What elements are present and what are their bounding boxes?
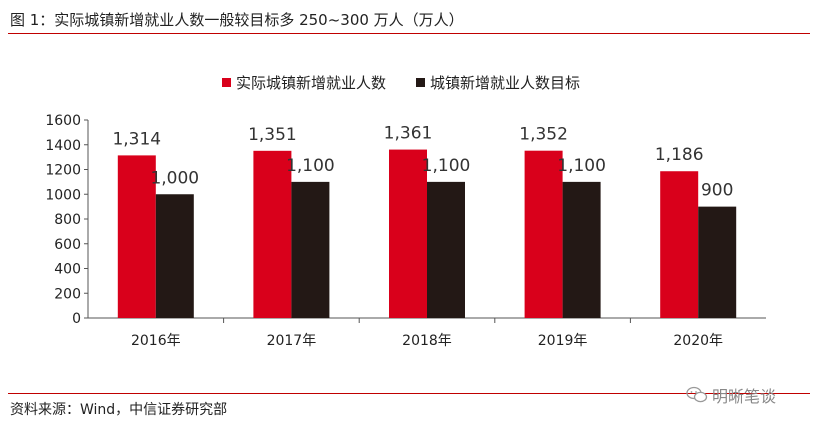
top-divider [8,33,810,34]
bar-target [155,194,194,318]
bar-target [562,181,601,318]
y-tick-label: 200 [54,286,81,302]
data-label: 1,361 [384,124,433,144]
data-label: 1,186 [655,145,704,165]
y-tick-label: 1200 [45,163,81,179]
wechat-icon [686,386,708,403]
bar-actual [524,150,563,318]
legend-swatch-2 [416,78,425,87]
x-tick-label: 2019年 [538,333,588,349]
data-label: 1,100 [286,156,335,176]
data-label: 1,100 [557,156,606,176]
data-label: 900 [701,181,733,201]
x-tick-label: 2016年 [131,333,181,349]
y-tick-label: 600 [54,237,81,253]
y-tick-label: 400 [54,262,81,278]
x-tick-label: 2018年 [402,333,452,349]
bar-chart: 实际城镇新增就业人数 城镇新增就业人数目标 0 200 400 600 800 1000 120… [45,74,766,349]
bar-actual [117,155,156,318]
y-tick-label: 800 [54,212,81,228]
data-label: 1,100 [422,156,471,176]
legend-swatch-1 [222,78,231,87]
legend-label-2: 城镇新增就业人数目标 [430,74,580,92]
bar-target [291,181,330,318]
data-label: 1,351 [248,125,297,145]
bar-actual [253,150,292,318]
data-label: 1,314 [112,129,161,149]
bar-actual [389,149,427,318]
y-tick-label: 1400 [45,138,81,154]
x-tick-label: 2017年 [267,333,317,349]
x-tick-label: 2020年 [673,333,723,349]
figure-title: 图 1：实际城镇新增就业人数一般较目标多 250~300 万人（万人） [10,11,464,29]
bottom-divider [8,393,810,394]
legend-label-1: 实际城镇新增就业人数 [236,74,386,92]
y-tick-label: 1000 [45,187,81,203]
source-note: 资料来源：Wind，中信证券研究部 [10,402,228,418]
bar-actual [660,171,699,318]
bar-target [698,206,737,318]
bar-target [427,181,465,318]
data-label: 1,000 [150,168,199,188]
data-label: 1,352 [519,125,568,145]
y-tick-label: 1600 [45,113,81,129]
watermark-text: 明晰笔谈 [712,387,777,406]
y-tick-label: 0 [72,311,81,327]
watermark: 明晰笔谈 [686,383,776,407]
